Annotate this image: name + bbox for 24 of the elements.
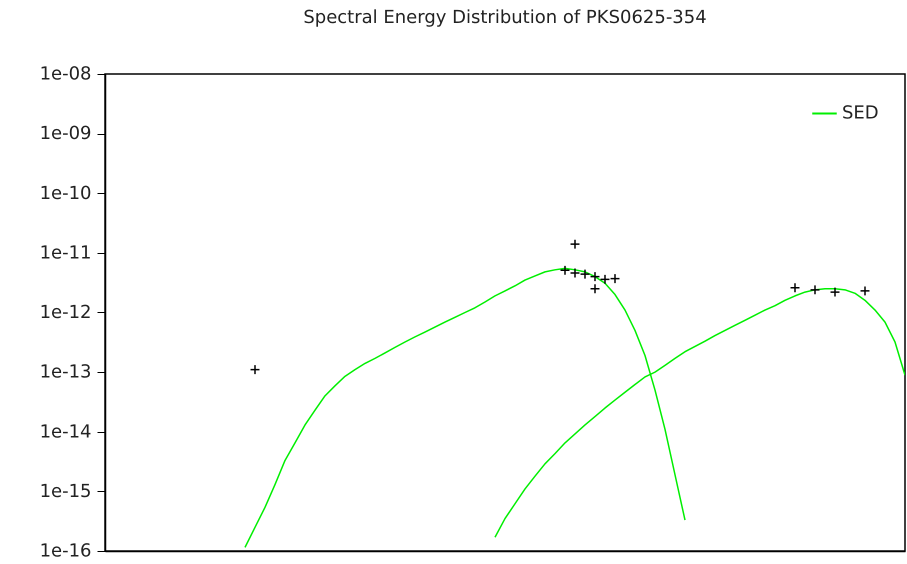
y-tick-label: 1e-15	[40, 480, 92, 502]
y-tick-label: 1e-13	[40, 362, 92, 383]
y-tick-label: 1e-10	[40, 182, 92, 204]
point	[810, 284, 820, 296]
point	[860, 286, 870, 296]
point	[570, 268, 580, 278]
legend-label: SED	[842, 102, 879, 124]
point	[580, 268, 590, 280]
point	[600, 274, 610, 285]
chart-title: Spectral Energy Distribution of PKS0625-354	[303, 7, 707, 28]
y-tick-label: 1e-12	[40, 302, 92, 323]
point	[250, 364, 260, 375]
y-tick-label: 1e-11	[40, 242, 92, 264]
point	[830, 286, 840, 298]
point	[570, 238, 580, 250]
y-tick-label: 1e-09	[40, 123, 92, 144]
point	[590, 284, 600, 294]
point	[590, 271, 600, 282]
point	[790, 282, 800, 293]
point	[610, 273, 620, 284]
y-tick-label: 1e-14	[40, 421, 92, 442]
y-tick-label: 1e-16	[40, 540, 92, 562]
point	[560, 265, 570, 276]
y-tick-label: 1e-08	[40, 64, 92, 84]
